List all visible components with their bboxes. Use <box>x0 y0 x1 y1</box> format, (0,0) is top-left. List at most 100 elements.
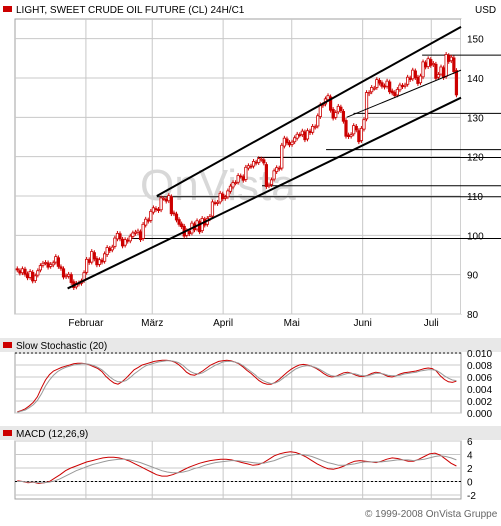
chart-title: LIGHT, SWEET CRUDE OIL FUTURE (CL) 24H/C… <box>16 5 245 16</box>
candle-body <box>15 268 19 271</box>
trend-channel <box>67 25 462 290</box>
panel-y-tick-label: 4 <box>467 450 473 461</box>
price-x-tick-label: Mai <box>284 318 300 329</box>
candle-body <box>228 185 233 192</box>
panel-main-line <box>17 451 457 485</box>
candle-body <box>280 144 284 169</box>
macd-panel: MACD (12,26,9) -2 0 2 4 6 <box>0 426 501 502</box>
candle-body <box>100 259 104 263</box>
panel-y-tick-label: 0 <box>467 477 473 488</box>
candle-body <box>305 130 310 140</box>
price-y-tick-label: 130 <box>467 113 484 124</box>
candle-body <box>97 259 102 265</box>
candle-body <box>154 208 158 211</box>
candle-body <box>264 164 268 187</box>
candle-body <box>424 62 428 68</box>
candle-body <box>277 167 281 170</box>
candle-body <box>359 127 364 141</box>
candle-body <box>251 160 256 167</box>
candle-body <box>123 239 127 246</box>
panel-y-tick-label: 0.006 <box>467 373 492 384</box>
candle-body <box>43 262 48 264</box>
candle-body <box>331 109 335 119</box>
candle-body <box>380 82 384 87</box>
candle-body <box>213 202 217 205</box>
candle-body <box>328 96 333 111</box>
candle-body <box>223 196 227 199</box>
candle-body <box>136 230 140 233</box>
price-y-tick-label: 90 <box>467 271 479 282</box>
candle-body <box>406 76 410 85</box>
candle-body <box>133 231 138 234</box>
candle-body <box>138 231 143 241</box>
panel-signal-line <box>17 360 457 413</box>
candle-body <box>385 80 389 87</box>
candle-body <box>257 158 261 163</box>
panel-y-tick-label: 6 <box>467 437 473 448</box>
candle-body <box>115 232 120 240</box>
candle-body <box>85 258 89 273</box>
trendline-mid <box>346 69 462 118</box>
panel-y-tick-label: 0.002 <box>467 397 492 408</box>
title-legend-swatch <box>3 6 12 12</box>
candle-body <box>144 218 148 226</box>
macd-title: MACD (12,26,9) <box>16 429 88 440</box>
candle-body <box>441 67 446 79</box>
candle-body <box>447 55 451 62</box>
candle-body <box>92 252 96 260</box>
panel-y-tick-label: 0.008 <box>467 361 492 372</box>
price-x-tick-label: März <box>141 318 163 329</box>
candle-body <box>390 90 394 94</box>
macd-plot-area <box>14 440 462 500</box>
candle-body <box>418 75 423 84</box>
panel-y-tick-label: 0.010 <box>467 349 492 360</box>
candles <box>15 52 459 291</box>
price-y-tick-label: 120 <box>467 153 484 164</box>
trendline-lower <box>67 96 462 290</box>
candle-body <box>416 76 420 84</box>
candle-body <box>128 235 132 242</box>
candle-body <box>429 59 433 66</box>
panel-y-tick-label: -2 <box>467 491 476 502</box>
candle-body <box>398 84 402 91</box>
candle-body <box>352 125 356 135</box>
candle-body <box>282 137 286 147</box>
candle-body <box>300 130 304 136</box>
candle-body <box>59 266 63 269</box>
candle-body <box>290 141 294 145</box>
candle-body <box>370 87 374 93</box>
candle-body <box>426 58 430 67</box>
candle-body <box>146 219 150 222</box>
price-y-tick-label: 150 <box>467 35 484 46</box>
candle-body <box>218 192 222 203</box>
candle-body <box>215 201 220 204</box>
candle-body <box>411 69 415 80</box>
candle-body <box>90 251 94 263</box>
candle-body <box>177 219 181 225</box>
candle-body <box>156 208 161 211</box>
candle-body <box>272 170 276 180</box>
candle-body <box>375 79 379 88</box>
price-x-tick-label: Juli <box>424 318 439 329</box>
candle-body <box>31 271 35 282</box>
price-axis-area <box>461 19 501 314</box>
candle-body <box>341 111 346 122</box>
candle-body <box>436 74 441 78</box>
price-x-ticks: Februar März April Mai Juni Juli <box>68 318 438 329</box>
panel-y-tick-label: 0.000 <box>467 409 492 420</box>
candle-body <box>293 137 297 143</box>
candle-body <box>103 253 107 262</box>
candle-body <box>221 193 225 200</box>
candle-body <box>454 70 459 96</box>
candle-body <box>118 233 122 240</box>
candle-body <box>413 70 417 79</box>
candle-body <box>244 166 248 180</box>
stochastic-grid <box>15 352 461 414</box>
candle-body <box>452 57 456 73</box>
candle-body <box>362 119 366 130</box>
stochastic-legend-swatch <box>3 342 12 348</box>
candle-body <box>262 159 266 164</box>
